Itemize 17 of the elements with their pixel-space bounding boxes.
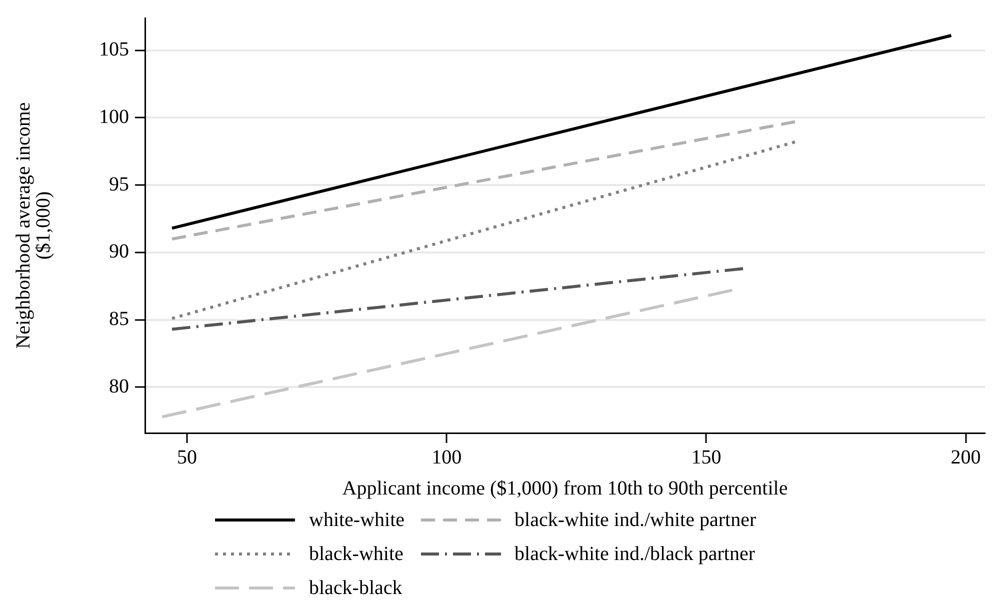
y-tick-label: 100 xyxy=(99,106,129,128)
legend-label: black-black xyxy=(309,576,402,600)
y-axis-title: Neighborhood average income ($1,000) xyxy=(12,102,54,349)
y-tick-label: 85 xyxy=(109,308,129,330)
legend-label: black-white xyxy=(309,542,404,566)
y-tick-label: 105 xyxy=(99,38,129,61)
legend-label: black-white ind./black partner xyxy=(514,542,755,566)
x-tick-label: 50 xyxy=(177,446,198,468)
legend-label: white-white xyxy=(309,508,405,532)
x-axis-title: Applicant income ($1,000) from 10th to 90th percentile xyxy=(342,477,788,500)
x-tick-label: 150 xyxy=(691,446,722,468)
y-tick-label: 90 xyxy=(109,240,129,263)
y-tick-label: 80 xyxy=(109,375,129,398)
y-tick-label: 95 xyxy=(109,173,129,196)
x-tick-label: 200 xyxy=(950,446,981,468)
x-tick-label: 100 xyxy=(432,446,462,468)
legend-label: black-white ind./white partner xyxy=(514,508,756,532)
